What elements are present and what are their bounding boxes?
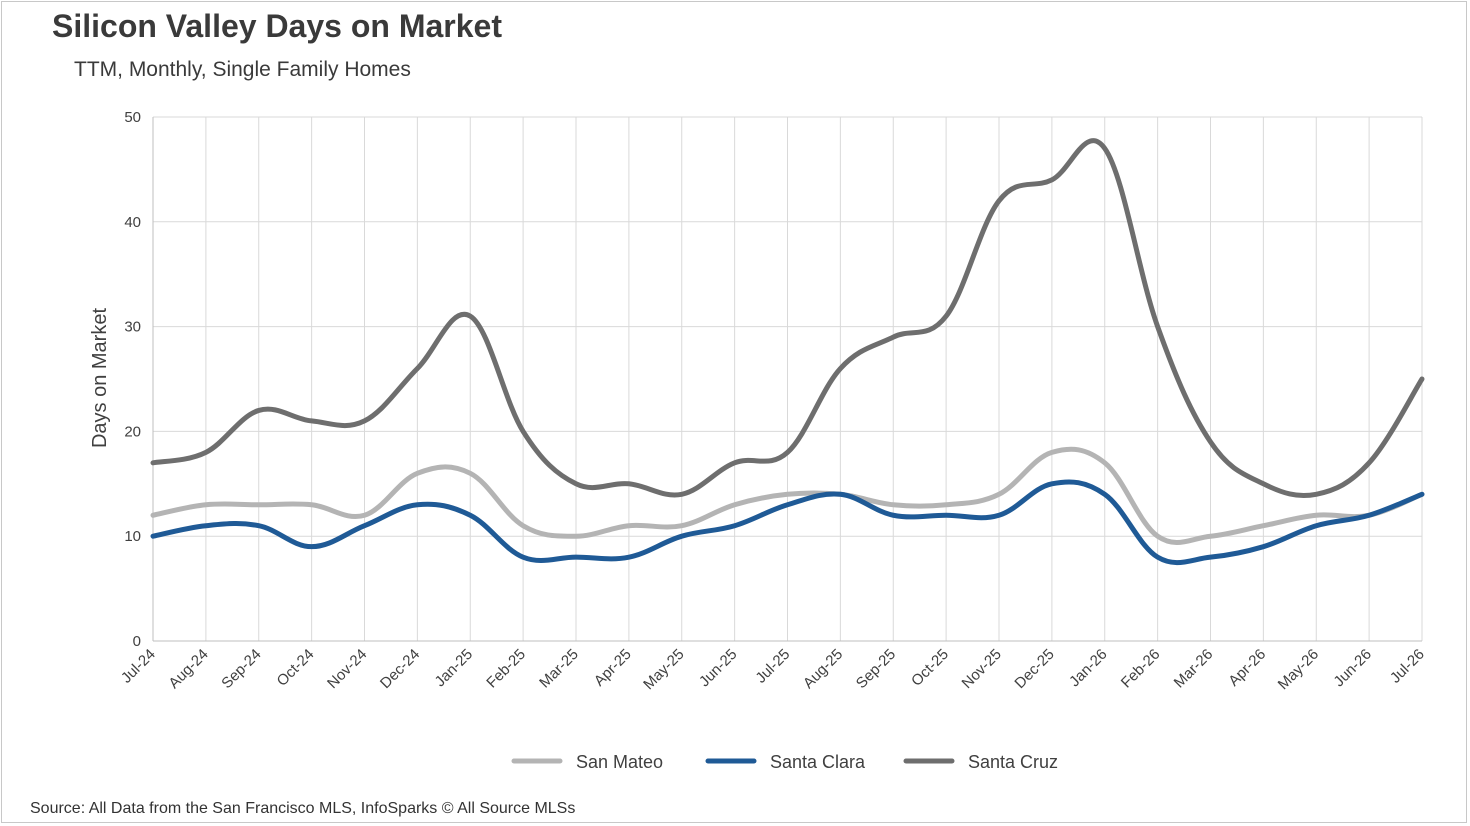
x-tick-label: Dec-24 bbox=[377, 646, 423, 692]
x-tick-label: Jan-25 bbox=[432, 646, 476, 690]
x-tick-label: Nov-24 bbox=[324, 646, 370, 692]
x-tick-label: Sep-25 bbox=[853, 646, 899, 692]
y-axis-ticks: 0 10 20 30 40 50 bbox=[124, 109, 141, 650]
x-tick-label: Apr-25 bbox=[591, 646, 635, 690]
x-tick-label: Jun-25 bbox=[696, 646, 740, 690]
x-tick-label: Jul-25 bbox=[752, 646, 793, 687]
page-title: Silicon Valley Days on Market bbox=[52, 8, 502, 44]
x-tick-label: Feb-26 bbox=[1118, 646, 1164, 692]
y-axis-label: Days on Market bbox=[89, 308, 111, 448]
x-tick-label: Jul-26 bbox=[1387, 646, 1428, 687]
x-tick-label: Oct-24 bbox=[274, 646, 318, 690]
series-line-santa-cruz bbox=[150, 138, 1425, 499]
x-tick-label: Jun-26 bbox=[1330, 646, 1374, 690]
legend-label-santa-cruz: Santa Cruz bbox=[968, 752, 1058, 772]
y-tick-label: 20 bbox=[124, 423, 141, 440]
x-tick-label: Nov-25 bbox=[959, 646, 1005, 692]
series-line-san-mateo bbox=[150, 446, 1425, 545]
y-tick-label: 50 bbox=[124, 109, 141, 126]
y-tick-label: 30 bbox=[124, 319, 141, 336]
y-tick-label: 40 bbox=[124, 214, 141, 231]
legend-label-san-mateo: San Mateo bbox=[576, 752, 663, 772]
series-line-santa-clara bbox=[150, 479, 1425, 566]
x-tick-label: May-25 bbox=[640, 646, 687, 693]
legend-label-santa-clara: Santa Clara bbox=[770, 752, 866, 772]
x-tick-label: Dec-25 bbox=[1011, 646, 1057, 692]
x-tick-label: Mar-26 bbox=[1171, 646, 1217, 692]
x-tick-label: Sep-24 bbox=[218, 646, 264, 692]
chart-grid bbox=[152, 116, 1423, 642]
chart-series bbox=[150, 138, 1425, 566]
x-tick-label: Aug-25 bbox=[800, 646, 846, 692]
x-tick-label: Oct-25 bbox=[908, 646, 952, 690]
chart-legend: San Mateo Santa Clara Santa Cruz bbox=[511, 752, 1058, 772]
source-note: Source: All Data from the San Francisco … bbox=[30, 800, 576, 817]
x-tick-label: Mar-25 bbox=[536, 646, 582, 692]
x-tick-label: Apr-26 bbox=[1225, 646, 1269, 690]
x-tick-label: Jul-24 bbox=[118, 646, 159, 687]
x-tick-label: Jan-26 bbox=[1066, 646, 1110, 690]
x-axis-ticks: Jul-24 Aug-24 Sep-24 Oct-24 Nov-24 Dec-24 Jan-… bbox=[118, 646, 1428, 693]
x-tick-label: Feb-25 bbox=[483, 646, 529, 692]
y-tick-label: 10 bbox=[124, 528, 141, 545]
x-tick-label: Aug-24 bbox=[165, 646, 211, 692]
y-tick-label: 0 bbox=[133, 633, 141, 650]
page-subtitle: TTM, Monthly, Single Family Homes bbox=[74, 58, 411, 81]
x-tick-label: May-26 bbox=[1275, 646, 1322, 693]
